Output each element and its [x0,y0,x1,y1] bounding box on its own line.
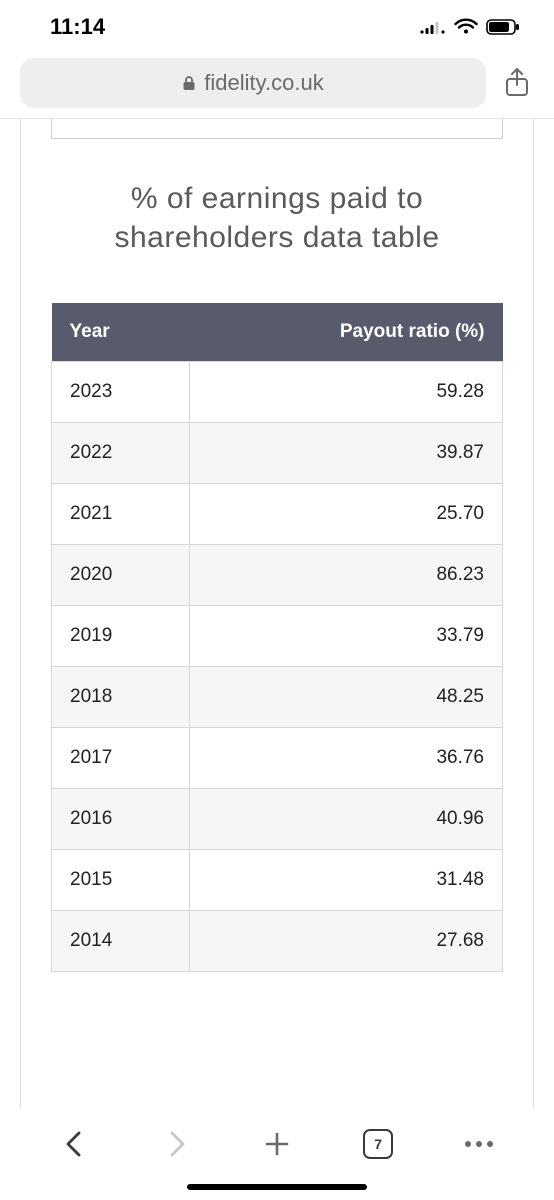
table-row: 202086.23 [52,545,503,606]
cell-payout: 36.76 [189,728,502,789]
cellular-icon [420,19,446,35]
cell-year: 2020 [52,545,190,606]
status-time: 11:14 [50,14,105,40]
chevron-left-icon [64,1130,86,1158]
content-card: % of earnings paid to shareholders data … [20,119,534,1108]
address-bar[interactable]: fidelity.co.uk [20,58,486,108]
col-payout: Payout ratio (%) [189,303,502,362]
chevron-right-icon [165,1130,187,1158]
table-title: % of earnings paid to shareholders data … [51,179,503,257]
cell-payout: 25.70 [189,484,502,545]
tabs-count-badge: 7 [363,1129,393,1159]
lock-icon [182,75,196,91]
cell-payout: 31.48 [189,850,502,911]
wifi-icon [454,18,478,36]
collapsed-panel [51,119,503,139]
col-year: Year [52,303,190,362]
cell-year: 2014 [52,911,190,972]
ellipsis-icon [464,1140,494,1148]
cell-payout: 39.87 [189,423,502,484]
table-row: 202359.28 [52,362,503,423]
home-indicator[interactable] [187,1184,367,1190]
plus-icon [263,1130,291,1158]
table-row: 201933.79 [52,606,503,667]
table-row: 201427.68 [52,911,503,972]
browser-toolbar: 7 [0,1108,554,1200]
cell-year: 2018 [52,667,190,728]
table-row: 202239.87 [52,423,503,484]
cell-payout: 59.28 [189,362,502,423]
menu-button[interactable] [457,1122,501,1166]
tabs-button[interactable]: 7 [356,1122,400,1166]
table-header-row: Year Payout ratio (%) [52,303,503,362]
battery-icon [486,19,520,35]
table-row: 202125.70 [52,484,503,545]
cell-payout: 27.68 [189,911,502,972]
cell-payout: 40.96 [189,789,502,850]
back-button[interactable] [53,1122,97,1166]
table-row: 201736.76 [52,728,503,789]
cell-year: 2019 [52,606,190,667]
status-indicators [420,18,520,36]
cell-payout: 48.25 [189,667,502,728]
share-button[interactable] [500,66,534,100]
table-row: 201640.96 [52,789,503,850]
cell-year: 2023 [52,362,190,423]
address-domain: fidelity.co.uk [204,70,323,96]
cell-payout: 33.79 [189,606,502,667]
payout-table: Year Payout ratio (%) 202359.28202239.87… [51,303,503,972]
table-row: 201531.48 [52,850,503,911]
cell-year: 2015 [52,850,190,911]
cell-year: 2021 [52,484,190,545]
cell-year: 2016 [52,789,190,850]
cell-year: 2022 [52,423,190,484]
address-bar-row: fidelity.co.uk [0,54,554,118]
new-tab-button[interactable] [255,1122,299,1166]
web-content: % of earnings paid to shareholders data … [0,118,554,1108]
forward-button [154,1122,198,1166]
status-bar: 11:14 [0,0,554,54]
cell-year: 2017 [52,728,190,789]
cell-payout: 86.23 [189,545,502,606]
table-row: 201848.25 [52,667,503,728]
share-icon [504,68,530,98]
